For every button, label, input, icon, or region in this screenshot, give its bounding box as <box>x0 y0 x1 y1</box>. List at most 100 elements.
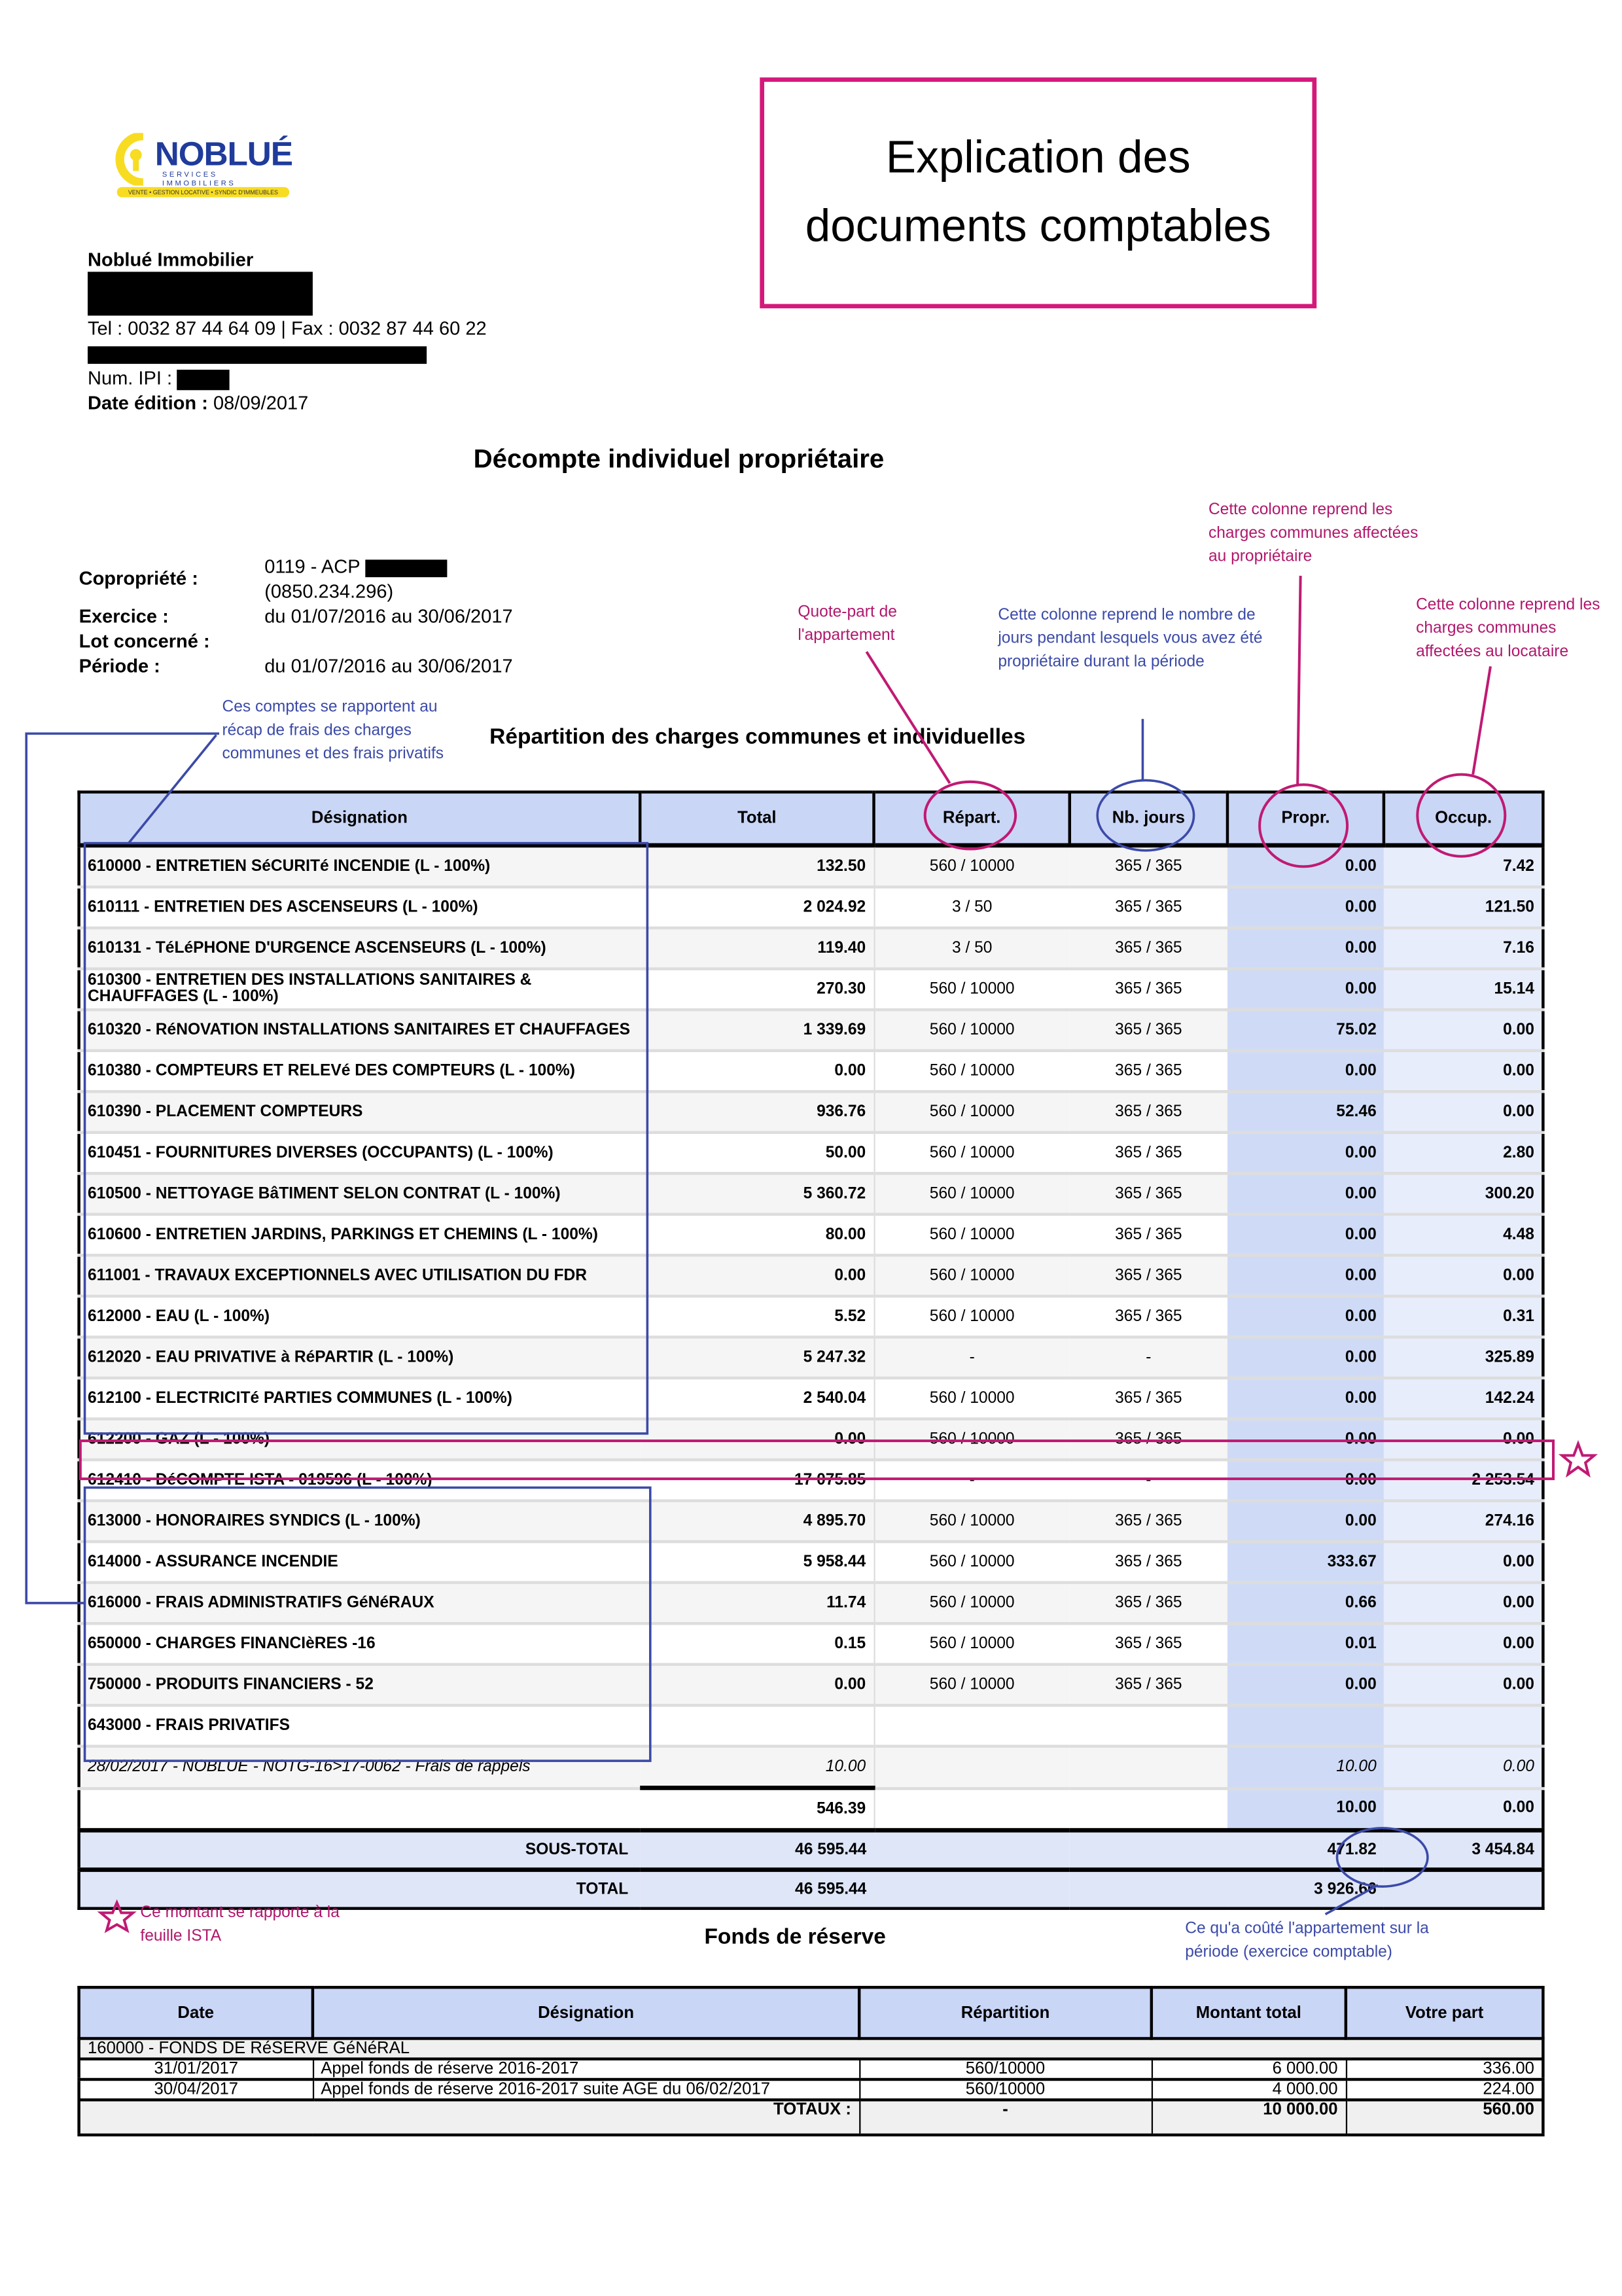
table-row: 610390 - PLACEMENT COMPTEURS 936.76 560 / … <box>79 1091 1543 1135</box>
cell-occup: 0.31 <box>1383 1296 1543 1339</box>
cell-repart <box>873 1746 1070 1790</box>
table-row: 610300 - ENTRETIEN DES INSTALLATIONS SAN… <box>79 968 1543 1012</box>
cell-occup: 0.00 <box>1383 1623 1543 1666</box>
cell-designation: 610000 - ENTRETIEN SéCURITé INCENDIE (L … <box>79 845 641 889</box>
date-value: 08/09/2017 <box>213 391 309 414</box>
cell-total: 0.00 <box>640 1255 875 1298</box>
cell-propr: 52.46 <box>1227 1091 1384 1135</box>
table-row-detail: 28/02/2017 - NOBLUE - NOTG-16>17-0062 - … <box>79 1746 1543 1790</box>
cell-occup: 0.00 <box>1383 1746 1543 1790</box>
cell-repart: 560 / 10000 <box>873 1419 1070 1462</box>
cell-repart: 560 / 10000 <box>873 1623 1070 1666</box>
sum-empty <box>873 1867 1070 1909</box>
cell-total: 50.00 <box>640 1132 875 1175</box>
cell-designation: 610600 - ENTRETIEN JARDINS, PARKINGS ET … <box>79 1214 641 1257</box>
cell-nb-jours <box>1069 1788 1227 1832</box>
header-total: Total <box>640 792 875 848</box>
document-title: Décompte individuel propriétaire <box>473 444 885 474</box>
cell-propr: 0.00 <box>1227 1050 1384 1093</box>
cell-total: 0.15 <box>640 1623 875 1666</box>
table-row: 612410 - DéCOMPTE ISTA - 019596 (L - 100… <box>79 1460 1543 1502</box>
logo-keyhole-icon <box>115 133 144 186</box>
fonds-cell-repartition: 560/10000 <box>858 2058 1152 2081</box>
cell-repart: 560 / 10000 <box>873 1664 1070 1707</box>
logo-tagline: VENTE • GESTION LOCATIVE • SYNDIC D'IMME… <box>116 186 290 198</box>
cell-nb-jours: 365 / 365 <box>1069 1582 1227 1625</box>
cell-repart: 560 / 10000 <box>873 1050 1070 1093</box>
annotation-nb-jours: Cette colonne reprend le nombre de jours… <box>998 606 1263 671</box>
cell-occup: 0.00 <box>1383 1582 1543 1625</box>
fonds-totals-label: TOTAUX : <box>78 2100 860 2137</box>
cell-nb-jours: - <box>1069 1460 1227 1502</box>
cell-nb-jours: 365 / 365 <box>1069 1542 1227 1584</box>
cell-nb-jours: 365 / 365 <box>1069 1378 1227 1421</box>
cell-repart: 560 / 10000 <box>873 968 1070 1012</box>
cell-repart: 560 / 10000 <box>873 1091 1070 1135</box>
cell-repart: 560 / 10000 <box>873 1500 1070 1544</box>
annotation-accounts: Ces comptes se rapportent au récap de fr… <box>222 698 444 763</box>
fonds-cell-montant: 6 000.00 <box>1150 2058 1347 2081</box>
cell-total: 132.50 <box>640 845 875 889</box>
star-icon <box>1558 1439 1598 1478</box>
copro-value: 0119 - ACP <box>264 556 448 577</box>
cell-designation: 610320 - RéNOVATION INSTALLATIONS SANITA… <box>79 1010 641 1052</box>
cell-occup: 325.89 <box>1383 1337 1543 1380</box>
sum-label: SOUS-TOTAL <box>79 1828 641 1870</box>
fonds-table: Date Désignation Répartition Montant total V… <box>77 1986 1545 2137</box>
cell-total: 270.30 <box>640 968 875 1012</box>
cell-designation: 610500 - NETTOYAGE BâTIMENT SELON CONTRA… <box>79 1173 641 1216</box>
cell-designation: 750000 - PRODUITS FINANCIERS - 52 <box>79 1664 641 1707</box>
cell-propr: 0.00 <box>1227 1460 1384 1502</box>
header-occup: Occup. <box>1383 792 1543 848</box>
cell-total: 10.00 <box>640 1746 875 1790</box>
company-ipi: Num. IPI : <box>88 365 555 390</box>
fonds-row: 31/01/2017 Appel fonds de réserve 2016-20… <box>78 2058 1544 2081</box>
cell-designation: 612200 - GAZ (L - 100%) <box>79 1419 641 1462</box>
fonds-cell-date: 31/01/2017 <box>78 2058 314 2081</box>
cell-occup: 142.24 <box>1383 1378 1543 1421</box>
company-info: Noblué Immobilier Tel : 0032 87 44 64 09… <box>87 247 555 415</box>
cell-repart: 560 / 10000 <box>873 1542 1070 1584</box>
cell-nb-jours: 365 / 365 <box>1069 1173 1227 1216</box>
cell-occup: 0.00 <box>1383 1050 1543 1093</box>
cell-total: 2 540.04 <box>640 1378 875 1421</box>
ipi-label: Num. IPI : <box>87 366 173 389</box>
header-designation: Désignation <box>79 792 642 848</box>
company-phone-fax: Tel : 0032 87 44 64 09 | Fax : 0032 87 4… <box>87 317 487 340</box>
cell-repart <box>873 1788 1070 1832</box>
cell-total: 119.40 <box>640 928 875 970</box>
cell-propr: 0.00 <box>1227 1296 1384 1339</box>
cell-total: 1 339.69 <box>640 1010 875 1052</box>
annotation-quote-part: Quote-part de l'appartement <box>798 603 897 645</box>
section-title: Répartition des charges communes et indi… <box>489 724 1026 750</box>
sum-total: 46 595.44 <box>640 1828 874 1870</box>
cell-designation: 610380 - COMPTEURS ET RELEVé DES COMPTEU… <box>79 1050 641 1093</box>
header-repart: Répart. <box>873 792 1072 848</box>
cell-designation: 643000 - FRAIS PRIVATIFS <box>79 1705 641 1748</box>
table-row: 750000 - PRODUITS FINANCIERS - 52 0.00 560… <box>79 1664 1543 1707</box>
fonds-cell-part: 224.00 <box>1345 2079 1544 2102</box>
fonds-cell-designation: Appel fonds de réserve 2016-2017 <box>311 2058 860 2081</box>
cell-repart: 560 / 10000 <box>873 1378 1070 1421</box>
periode-label: Période : <box>79 654 160 677</box>
table-row: 610000 - ENTRETIEN SéCURITé INCENDIE (L … <box>79 845 1543 889</box>
cell-occup: 15.14 <box>1383 968 1543 1012</box>
cell-total: 11.74 <box>640 1582 875 1625</box>
fonds-totals-repart: - <box>858 2100 1152 2137</box>
cell-propr: 75.02 <box>1227 1010 1384 1052</box>
fonds-totals-montant: 10 000.00 <box>1150 2100 1347 2137</box>
cell-occup: 2.80 <box>1383 1132 1543 1175</box>
table-row: 612000 - EAU (L - 100%) 5.52 560 / 10000 36… <box>79 1296 1543 1339</box>
cell-nb-jours: 365 / 365 <box>1069 1132 1227 1175</box>
explanation-box: Explication des documents comptables <box>760 77 1317 309</box>
cell-propr: 0.00 <box>1227 1500 1384 1544</box>
explanation-line-1: Explication des <box>885 131 1191 183</box>
cell-repart <box>873 1705 1070 1748</box>
cell-occup: 2 253.54 <box>1383 1460 1543 1502</box>
cell-occup: 121.50 <box>1383 887 1543 930</box>
sum-label: TOTAL <box>79 1867 641 1909</box>
cell-designation: 611001 - TRAVAUX EXCEPTIONNELS AVEC UTIL… <box>79 1255 641 1298</box>
cell-propr: 0.00 <box>1227 1378 1384 1421</box>
sum-empty <box>1069 1867 1227 1909</box>
cell-designation: 612020 - EAU PRIVATIVE à RéPARTIR (L - 1… <box>79 1337 641 1380</box>
